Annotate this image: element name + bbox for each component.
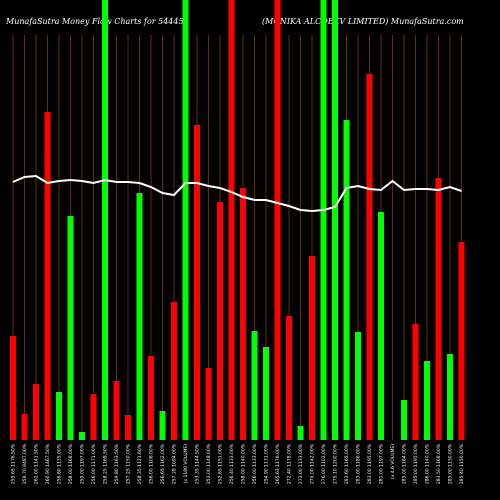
x-tick-label: 259.00 1197.00% [80,443,86,484]
bar [332,0,338,440]
x-tick-label: 254.90 1131.00% [264,443,270,484]
bar [309,256,315,440]
bar [401,400,407,440]
x-tick-label: 285.00 1195.00% [413,443,419,484]
bar [217,202,223,440]
x-tick-label: 285.40 1150.00% [459,443,465,484]
x-tick-label: 260.90 1467.50% [45,443,51,484]
bar [366,74,373,440]
bar [182,0,189,440]
bar [90,394,97,440]
bar [159,411,166,440]
x-tick-label: 256.00 1133.00% [252,443,258,484]
bar [33,384,39,440]
bar [205,368,212,440]
x-tick-label: 259.80 1163.50% [114,443,120,484]
bar [274,0,281,440]
x-tick-label: 253.35 1144.50% [195,443,201,484]
x-tick-label: 256.40 1133.00% [229,443,235,484]
bar [435,178,442,440]
x-tick-label: 283.00 1195.00% [367,443,373,484]
x-tick-label: 257.25 1150.00% [126,443,132,484]
bar [458,242,465,440]
x-tick-label: 256.00 1171.00% [91,443,97,484]
x-tick-label: (x 1180 VOLUME) [183,444,189,484]
x-tick-label: 270.00 1142.00% [310,443,316,484]
bar [44,112,51,440]
bar [343,120,350,440]
x-tick-label: 257.28 1094.00% [172,443,178,484]
x-tick-label: 262.00 1141.50% [34,443,40,484]
x-tick-label: 272.40 1178.00% [287,443,293,484]
bar [228,0,235,440]
bar [21,414,28,440]
chart-subtitle: (MONIKA ALCOBEV LIMITED) MunafaSutra.com [262,17,464,26]
bar [412,324,419,440]
price-line [12,174,462,213]
bar [424,361,430,440]
bar [56,392,62,440]
x-tick-label: 275.10 1200.00% [333,443,339,484]
x-tick-label: 256.65 1162.00% [160,443,166,484]
x-tick-label: 259.70 8487.00% [22,443,28,484]
bar [113,381,120,440]
x-tick-label: 258.25 1168.50% [103,443,109,484]
bar [251,331,258,440]
x-tick-label: 253.00 1148.00% [206,443,212,484]
x-tick-label: 273.00 1133.00% [298,443,304,484]
x-tick-label: 256.00 1106.00% [149,443,155,484]
bar [297,426,304,440]
bar [67,216,74,440]
x-tick-label: 258.00 1140.00% [241,443,247,484]
x-tick-label: 256.60 1135.00% [57,443,63,484]
x-tick-label: 258.00 1168.00% [68,443,74,484]
x-tick-label: 285.00 1130.00% [448,443,454,484]
bar [125,415,131,440]
bar [378,212,384,440]
x-tick-label: 283.00 1164.00% [402,443,408,484]
bar [10,336,16,440]
bar [320,0,327,440]
x-tick-label: (x 4.6 VOLUME) [390,444,396,479]
x-tick-label: 255.65 1176.50% [11,443,17,484]
x-tick-label: 286.00 1140.00% [425,443,431,484]
x-tick-label: 258.35 1121.60% [137,443,143,484]
bar [171,302,177,440]
x-tick-label: 252.65 1151.00% [218,443,224,484]
chart-title: MunafaSutra Money Flow Charts for 544451 [5,17,189,26]
bar [136,193,143,440]
bar [102,0,108,440]
bar [194,125,200,440]
bar [148,356,154,440]
bar [286,316,292,440]
x-tick-label: 283.50 1168.00% [436,443,442,484]
x-tick-label: 265.63 1176.00% [275,443,281,484]
x-tick-label: 276.00 1102.00% [321,443,327,484]
bar [355,332,361,440]
bar [263,347,269,440]
x-tick-label: 281.00 1197.00% [379,443,385,484]
bar [240,188,246,440]
bar [447,354,453,440]
bar [79,432,85,440]
x-tick-label: 283.60 1165.00% [344,443,350,484]
x-tick-label: 283.00 1186.00% [356,443,362,484]
